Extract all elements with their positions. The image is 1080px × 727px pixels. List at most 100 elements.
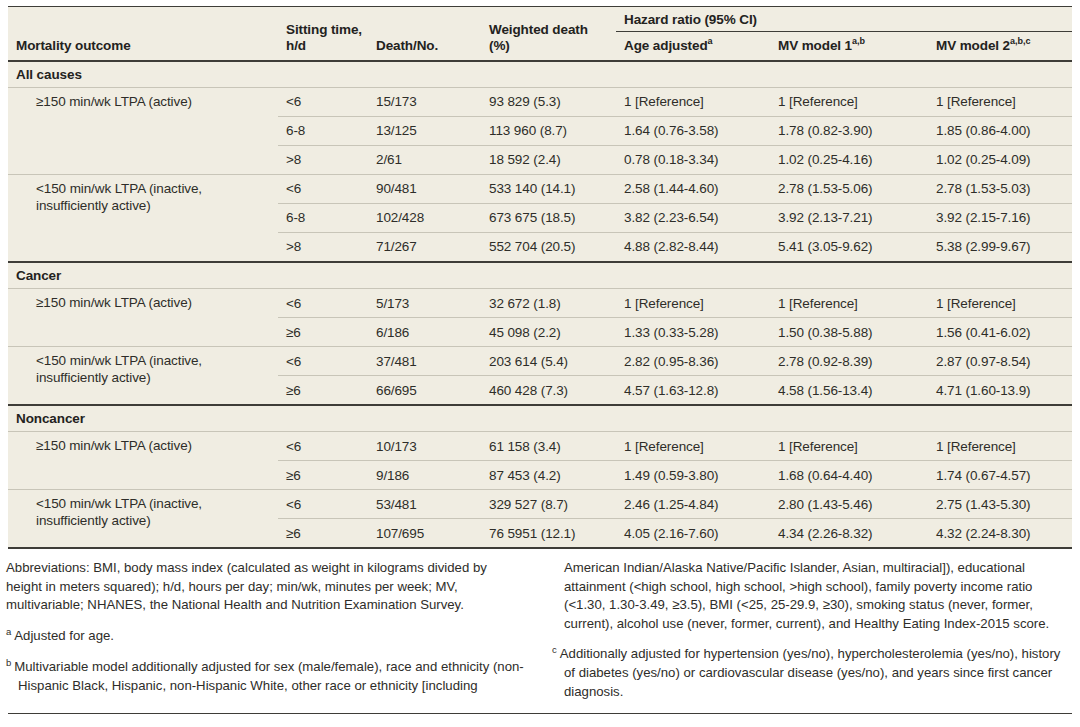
sitting-time-cell: <6 [278,175,368,204]
table-body: All causes≥150 min/wk LTPA (active)<615/… [8,61,1072,549]
footnote-marker: a,b [852,36,865,46]
footnote-b-marker: b [6,657,11,668]
sitting-time-cell: ≥6 [278,519,368,549]
section-row-cancer: Cancer [8,262,1072,289]
weighted-death-cell: 87 453 (4.2) [481,461,616,490]
table-row: ≥150 min/wk LTPA (active)<65/17332 672 (… [8,289,1072,318]
hr-mv-model-2-cell: 1 [Reference] [928,432,1072,461]
hr-mv-model-2-cell: 4.71 (1.60-13.9) [928,376,1072,406]
section-row-all-causes: All causes [8,61,1072,88]
hr-age-adjusted-cell: 1 [Reference] [616,88,770,117]
death-no-cell: 5/173 [368,289,481,318]
sitting-time-cell: <6 [278,88,368,117]
group-label-cell: ≥150 min/wk LTPA (active) [8,432,278,490]
hr-mv-model-2-cell: 1.85 (0.86-4.00) [928,117,1072,146]
hr-mv-model-1-cell: 4.34 (2.26-8.32) [770,519,928,549]
hr-mv-model-1-cell: 2.78 (1.53-5.06) [770,175,928,204]
sitting-time-cell: >8 [278,146,368,175]
table-figure-page: Mortality outcome Sitting time, h/d Deat… [0,0,1080,727]
group-label-cell: <150 min/wk LTPA (inactive, insufficient… [8,175,278,263]
col-header-hazard-ratio-group: Hazard ratio (95% CI) [616,7,1072,32]
hr-mv-model-1-cell: 5.41 (3.05-9.62) [770,233,928,263]
death-no-cell: 13/125 [368,117,481,146]
section-header: Noncancer [8,405,1072,432]
footnote-a-text: Adjusted for age. [14,628,114,643]
col-header-weighted-death: Weighted death (%) [481,7,616,61]
table-row: ≥150 min/wk LTPA (active)<615/17393 829 … [8,88,1072,117]
col-header-age-adjusted-label: Age adjusted [624,38,708,53]
sitting-time-cell: ≥6 [278,461,368,490]
death-no-cell: 6/186 [368,318,481,347]
footnote-a-marker: a [6,626,11,637]
hr-age-adjusted-cell: 2.82 (0.95-8.36) [616,347,770,376]
group-label-cell: ≥150 min/wk LTPA (active) [8,289,278,347]
hr-age-adjusted-cell: 1.49 (0.59-3.80) [616,461,770,490]
footnote-a: aAdjusted for age. [6,623,524,646]
sitting-time-cell: 6-8 [278,204,368,233]
hr-age-adjusted-cell: 1.33 (0.33-5.28) [616,318,770,347]
weighted-death-cell: 673 675 (18.5) [481,204,616,233]
hr-mv-model-2-cell: 1 [Reference] [928,88,1072,117]
hr-age-adjusted-cell: 1 [Reference] [616,432,770,461]
header-row-1: Mortality outcome Sitting time, h/d Deat… [8,7,1072,32]
weighted-death-cell: 61 158 (3.4) [481,432,616,461]
weighted-death-cell: 533 140 (14.1) [481,175,616,204]
weighted-death-cell: 329 527 (8.7) [481,490,616,519]
sitting-time-cell: ≥6 [278,318,368,347]
col-header-mv-model-1-label: MV model 1 [778,38,852,53]
sitting-time-cell: <6 [278,432,368,461]
table-row: <150 min/wk LTPA (inactive, insufficient… [8,490,1072,519]
weighted-death-cell: 93 829 (5.3) [481,88,616,117]
table-row: <150 min/wk LTPA (inactive, insufficient… [8,347,1072,376]
footnote-marker: a,b,c [1010,36,1031,46]
sitting-time-cell: >8 [278,233,368,263]
mortality-table: Mortality outcome Sitting time, h/d Deat… [8,6,1072,549]
group-label-cell: <150 min/wk LTPA (inactive, insufficient… [8,347,278,406]
weighted-death-cell: 76 5951 (12.1) [481,519,616,549]
death-no-cell: 9/186 [368,461,481,490]
group-label-cell: <150 min/wk LTPA (inactive, insufficient… [8,490,278,549]
hr-mv-model-1-cell: 2.80 (1.43-5.46) [770,490,928,519]
col-header-death-no: Death/No. [368,7,481,61]
sitting-time-cell: ≥6 [278,376,368,406]
weighted-death-cell: 18 592 (2.4) [481,146,616,175]
sitting-time-cell: <6 [278,347,368,376]
sitting-time-cell: 6-8 [278,117,368,146]
hr-age-adjusted-cell: 4.57 (1.63-12.8) [616,376,770,406]
hr-mv-model-2-cell: 2.78 (1.53-5.03) [928,175,1072,204]
weighted-death-cell: 32 672 (1.8) [481,289,616,318]
hr-age-adjusted-cell: 2.46 (1.25-4.84) [616,490,770,519]
hr-mv-model-2-cell: 5.38 (2.99-9.67) [928,233,1072,263]
hr-mv-model-1-cell: 1 [Reference] [770,432,928,461]
death-no-cell: 53/481 [368,490,481,519]
hr-mv-model-2-cell: 1.74 (0.67-4.57) [928,461,1072,490]
col-header-mv-model-2-label: MV model 2 [936,38,1010,53]
hr-mv-model-1-cell: 2.78 (0.92-8.39) [770,347,928,376]
death-no-cell: 10/173 [368,432,481,461]
sitting-time-cell: <6 [278,289,368,318]
weighted-death-cell: 45 098 (2.2) [481,318,616,347]
hazard-ratio-group-label: Hazard ratio (95% CI) [624,12,757,27]
col-header-mv-model-1: MV model 1a,b [770,32,928,61]
col-header-age-adjusted: Age adjusteda [616,32,770,61]
hr-age-adjusted-cell: 4.05 (2.16-7.60) [616,519,770,549]
footnotes: Abbreviations: BMI, body mass index (cal… [6,559,1070,727]
hr-age-adjusted-cell: 0.78 (0.18-3.34) [616,146,770,175]
death-no-cell: 15/173 [368,88,481,117]
hr-mv-model-2-cell: 1 [Reference] [928,289,1072,318]
hr-mv-model-1-cell: 4.58 (1.56-13.4) [770,376,928,406]
hr-mv-model-1-cell: 1.02 (0.25-4.16) [770,146,928,175]
death-no-cell: 37/481 [368,347,481,376]
hr-mv-model-1-cell: 1.50 (0.38-5.88) [770,318,928,347]
abbreviations-note: Abbreviations: BMI, body mass index (cal… [6,559,524,615]
weighted-death-cell: 203 614 (5.4) [481,347,616,376]
group-label-cell: ≥150 min/wk LTPA (active) [8,88,278,175]
hr-age-adjusted-cell: 1 [Reference] [616,289,770,318]
hr-mv-model-1-cell: 3.92 (2.13-7.21) [770,204,928,233]
section-row-noncancer: Noncancer [8,405,1072,432]
death-no-cell: 66/695 [368,376,481,406]
col-header-sitting-time: Sitting time, h/d [278,7,368,61]
hr-age-adjusted-cell: 1.64 (0.76-3.58) [616,117,770,146]
hr-mv-model-1-cell: 1 [Reference] [770,289,928,318]
footnote-marker: a [708,36,713,46]
